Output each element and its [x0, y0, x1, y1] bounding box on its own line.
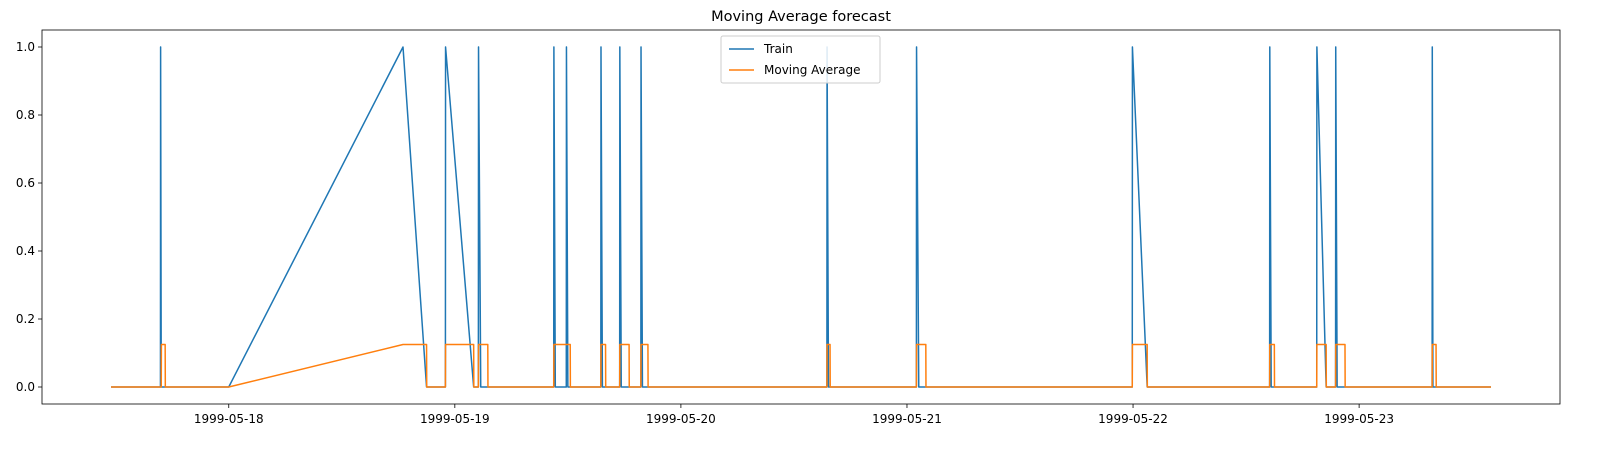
x-tick-label: 1999-05-20	[646, 412, 716, 426]
y-tick-label: 0.6	[16, 176, 35, 190]
y-tick-label: 0.8	[16, 108, 35, 122]
legend-label-train: Train	[763, 42, 793, 56]
y-axis-ticks: 0.0 0.2 0.4 0.6 0.8 1.0	[16, 40, 42, 394]
legend-label-moving-average: Moving Average	[764, 63, 860, 77]
y-tick-label: 0.2	[16, 312, 35, 326]
x-tick-label: 1999-05-21	[872, 412, 942, 426]
y-tick-label: 1.0	[16, 40, 35, 54]
y-tick-label: 0.4	[16, 244, 35, 258]
legend-box	[720, 35, 881, 84]
x-tick-label: 1999-05-23	[1324, 412, 1394, 426]
x-axis-ticks: 1999-05-18 1999-05-19 1999-05-20 1999-05-21…	[194, 404, 1394, 426]
y-tick-label: 0.0	[16, 380, 35, 394]
plot-frame	[41, 29, 1561, 405]
chart-title: Moving Average forecast	[711, 9, 891, 25]
x-tick-label: 1999-05-19	[420, 412, 490, 426]
series-line-train	[111, 46, 1491, 388]
x-tick-label: 1999-05-22	[1098, 412, 1168, 426]
x-tick-label: 1999-05-18	[194, 412, 264, 426]
legend: Train Moving Average	[720, 35, 881, 84]
series-line-moving-average	[111, 343, 1491, 388]
series-layer	[111, 46, 1491, 388]
